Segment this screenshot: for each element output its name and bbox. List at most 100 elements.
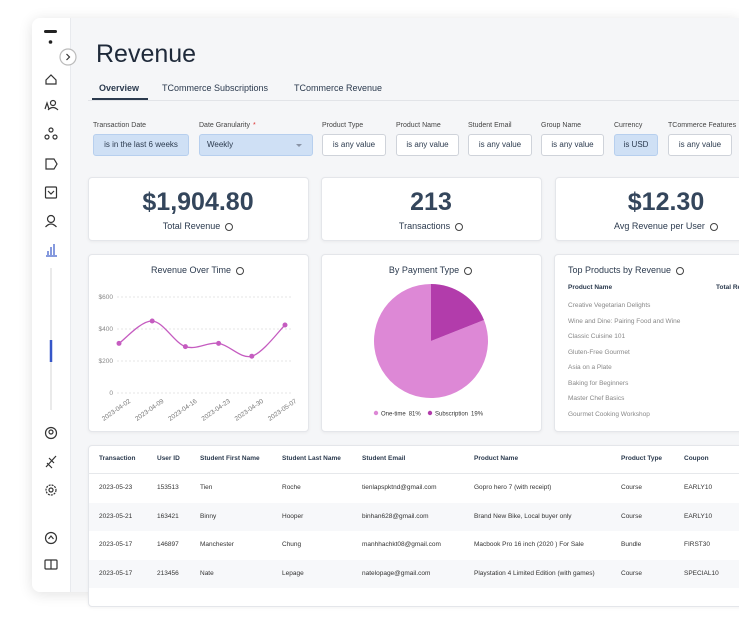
table-cell: Playstation 4 Limited Edition (with game… bbox=[474, 569, 595, 577]
filter-label: Currency bbox=[614, 122, 643, 129]
row-stripe bbox=[89, 559, 739, 588]
filter-value: is any value bbox=[332, 140, 376, 149]
column-header: Total Revenue bbox=[716, 284, 739, 291]
kpi-card: 213 Transactions bbox=[321, 177, 542, 241]
column-header: Product Name bbox=[568, 284, 613, 291]
table-cell: natelopage@gmail.com bbox=[362, 569, 431, 577]
table-header: Coupon bbox=[684, 455, 709, 462]
filter-label: Group Name bbox=[541, 122, 582, 129]
chart-card bbox=[321, 254, 542, 432]
product-name: Creative Vegetarian Delights bbox=[568, 302, 651, 309]
filter-value: is any value bbox=[551, 140, 594, 149]
table-header: Product Type bbox=[621, 455, 663, 462]
product-name: Gourmet Cooking Workshop bbox=[568, 410, 650, 418]
table-cell: tienlapspktnd@gmail.com bbox=[362, 484, 437, 491]
filter-value: is any value bbox=[478, 140, 522, 149]
table-cell: 163421 bbox=[157, 512, 179, 520]
table-cell: Tien bbox=[200, 484, 213, 491]
table-cell: Hooper bbox=[282, 512, 304, 520]
filter-label: Product Type bbox=[322, 122, 364, 129]
table-cell: Gopro hero 7 (with receipt) bbox=[474, 484, 552, 491]
filter-label: TCommerce Features bbox=[668, 122, 737, 129]
info-icon[interactable] bbox=[709, 222, 718, 231]
filter-box[interactable]: is in the last 6 weeks bbox=[93, 134, 189, 156]
row-stripe bbox=[89, 502, 739, 531]
chart-title: By Payment Type bbox=[321, 265, 540, 275]
filter-value: Weekly bbox=[207, 140, 234, 149]
filter-label: Student Email bbox=[468, 122, 512, 129]
table-cell: Nate bbox=[200, 569, 214, 577]
table-header: Transaction bbox=[99, 455, 136, 462]
kpi-label: Total Revenue bbox=[89, 221, 307, 231]
kpi-card: $1,904.80 Total Revenue bbox=[88, 177, 309, 241]
table-cell: Macbook Pro 16 inch (2020 ) For Sale bbox=[474, 541, 584, 548]
product-name: Wine and Dine: Pairing Food and Wine bbox=[568, 317, 681, 325]
table-cell: 153513 bbox=[157, 484, 179, 491]
filter-value: is in the last 6 weeks bbox=[104, 140, 178, 149]
table-cell: Roche bbox=[282, 484, 301, 491]
info-icon[interactable] bbox=[225, 222, 234, 231]
tab-underline bbox=[92, 98, 148, 100]
table-header: Student Last Name bbox=[282, 455, 341, 462]
tab[interactable]: TCommerce Subscriptions bbox=[162, 83, 269, 93]
product-name: Asia on a Plate bbox=[568, 364, 612, 371]
product-name: Master Chef Basics bbox=[568, 395, 625, 402]
table-header: User ID bbox=[157, 455, 180, 462]
filter-box[interactable]: is any value bbox=[396, 134, 459, 156]
chart-card bbox=[88, 254, 309, 432]
kpi-value: $1,904.80 bbox=[142, 188, 254, 216]
required-mark: * bbox=[252, 122, 256, 129]
filter-box[interactable]: is any value bbox=[668, 134, 732, 156]
tab[interactable]: TCommerce Revenue bbox=[294, 83, 383, 93]
filter-box[interactable]: is any value bbox=[468, 134, 532, 156]
product-name: Baking for Beginners bbox=[568, 379, 629, 387]
table-cell: 2023-05-17 bbox=[99, 569, 133, 577]
table-cell: EARLY10 bbox=[684, 484, 713, 491]
page-title: Revenue bbox=[96, 40, 197, 68]
kpi-card: $12.30 Avg Revenue per User bbox=[555, 177, 739, 241]
kpi-label: Avg Revenue per User bbox=[556, 221, 739, 231]
table-cell: Course bbox=[621, 484, 642, 491]
table-cell: Course bbox=[621, 569, 642, 577]
table-cell: Bundle bbox=[621, 541, 642, 548]
tab[interactable]: Overview bbox=[99, 83, 140, 93]
table-cell: Lepage bbox=[282, 569, 304, 577]
table-cell: 146897 bbox=[157, 541, 179, 548]
table-cell: Manchester bbox=[200, 541, 234, 548]
kpi-label: Transactions bbox=[322, 221, 540, 231]
table-cell: FIRST30 bbox=[684, 541, 711, 548]
table-cell: Course bbox=[621, 512, 642, 520]
product-name: Gluten-Free Gourmet bbox=[568, 348, 630, 356]
row-divider bbox=[88, 473, 739, 474]
table-cell: 2023-05-23 bbox=[99, 484, 133, 491]
table-cell: Chung bbox=[282, 541, 302, 548]
table-cell: Binny bbox=[200, 512, 217, 520]
table-cell: SPECIAL10 bbox=[684, 569, 719, 577]
filter-box[interactable]: Weekly bbox=[199, 134, 313, 156]
filter-label: Transaction Date bbox=[93, 122, 147, 129]
filter-box[interactable]: is any value bbox=[541, 134, 604, 156]
info-icon[interactable] bbox=[236, 266, 245, 275]
info-icon[interactable] bbox=[676, 266, 685, 275]
table-cell: manhhachkt08@gmail.com bbox=[362, 541, 441, 548]
table-cell: 213456 bbox=[157, 569, 179, 577]
chart-title: Top Products by Revenue bbox=[568, 265, 685, 275]
sidebar bbox=[32, 18, 71, 592]
info-icon[interactable] bbox=[464, 266, 473, 275]
kpi-value: $12.30 bbox=[627, 188, 705, 216]
table-header: Student Email bbox=[362, 455, 406, 462]
table-cell: binhan628@gmail.com bbox=[362, 512, 429, 520]
product-name: Classic Cuisine 101 bbox=[568, 333, 626, 340]
tab-divider bbox=[88, 100, 739, 101]
table-cell: EARLY10 bbox=[684, 512, 713, 520]
table-cell: 2023-05-21 bbox=[99, 512, 133, 520]
filter-box[interactable]: is USD bbox=[614, 134, 658, 156]
dropdown-caret bbox=[296, 144, 302, 147]
info-icon[interactable] bbox=[455, 222, 464, 231]
table-cell: Brand New Bike, Local buyer only bbox=[474, 512, 572, 520]
chart-card bbox=[554, 254, 739, 432]
filter-box[interactable]: is any value bbox=[322, 134, 386, 156]
filter-value: is USD bbox=[623, 140, 649, 149]
table-header: Product Name bbox=[474, 455, 519, 462]
